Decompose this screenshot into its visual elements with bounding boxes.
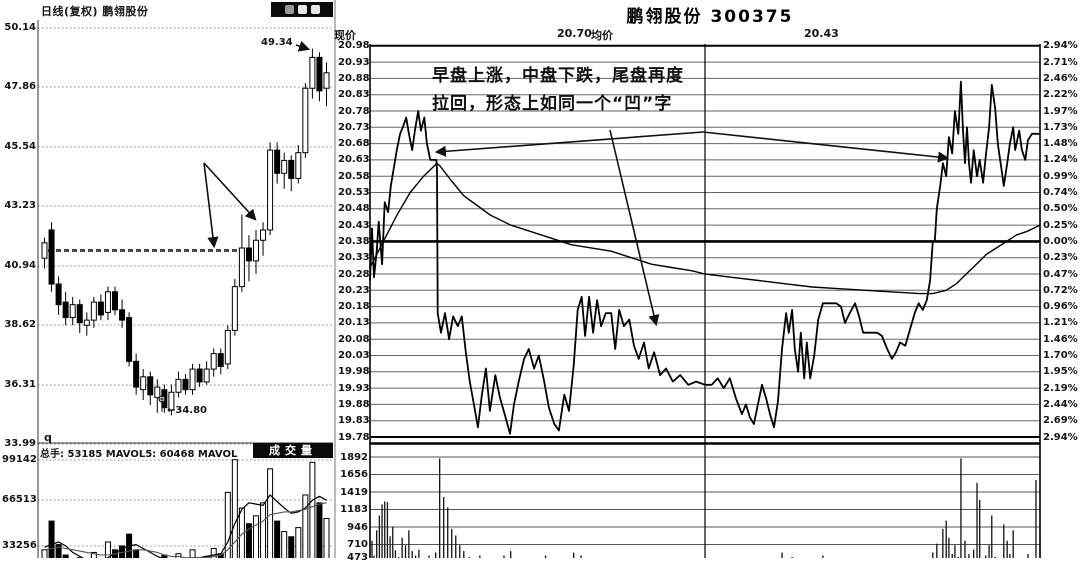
intraday-price-tick: 20.53	[338, 187, 368, 198]
intraday-pct-tick: 0.50%	[1043, 203, 1083, 214]
intraday-pct-tick: 2.94%	[1043, 40, 1083, 51]
intraday-price-tick: 20.73	[338, 122, 368, 133]
volume-indicator-header: 总手: 53185 MAVOL5: 60468 MAVOL	[40, 445, 237, 460]
intraday-price-tick: 20.48	[338, 203, 368, 214]
avg-price-label: 均价	[591, 27, 613, 43]
toolbar-icon[interactable]	[311, 5, 320, 14]
intraday-pct-tick: 2.44%	[1043, 399, 1083, 410]
left-volume-tick: 99142	[2, 454, 36, 465]
toolbar-icon[interactable]	[285, 5, 294, 14]
stock-title: 鹏翎股份 300375	[336, 2, 1084, 27]
intraday-price-tick: 20.58	[338, 171, 368, 182]
scan-artifact-mark: q	[44, 431, 52, 444]
intraday-price-tick: 19.83	[338, 415, 368, 426]
intraday-pct-tick: 0.99%	[1043, 171, 1083, 182]
left-price-tick: 36.31	[2, 379, 36, 390]
intraday-pct-tick: 2.19%	[1043, 383, 1083, 394]
intraday-pct-tick: 0.74%	[1043, 187, 1083, 198]
intraday-volume-tick: 710	[338, 539, 368, 550]
intraday-price-tick: 20.43	[338, 220, 368, 231]
intraday-price-tick: 20.68	[338, 138, 368, 149]
avg-price-value: 20.43	[804, 27, 839, 40]
high-price-annotation: 49.34	[261, 37, 293, 48]
intraday-price-tick: 20.93	[338, 57, 368, 68]
intraday-volume-tick: 1419	[338, 487, 368, 498]
intraday-pct-tick: 2.46%	[1043, 73, 1083, 84]
left-price-tick: 43.23	[2, 200, 36, 211]
intraday-pct-tick: 0.96%	[1043, 301, 1083, 312]
intraday-price-tick: 19.98	[338, 366, 368, 377]
left-price-tick: 50.14	[2, 22, 36, 33]
intraday-price-tick: 20.23	[338, 285, 368, 296]
intraday-price-tick: 19.93	[338, 383, 368, 394]
intraday-price-tick: 20.83	[338, 89, 368, 100]
left-price-tick: 40.94	[2, 260, 36, 271]
intraday-price-tick: 20.28	[338, 269, 368, 280]
low-price-annotation: ←34.80	[167, 405, 207, 416]
intraday-volume-tick: 946	[338, 522, 368, 533]
annotation-line-2: 拉回，形态上如同一个“凹”字	[432, 90, 684, 118]
intraday-pct-tick: 0.47%	[1043, 269, 1083, 280]
left-price-tick: 33.99	[2, 438, 36, 449]
left-price-tick: 47.86	[2, 81, 36, 92]
intraday-pct-tick: 2.94%	[1043, 432, 1083, 443]
intraday-pct-tick: 1.24%	[1043, 154, 1083, 165]
pattern-annotation: 早盘上涨，中盘下跌，尾盘再度 拉回，形态上如同一个“凹”字	[432, 62, 684, 118]
left-chart-title: 日线(复权) 鹏翎股份	[41, 3, 148, 19]
intraday-price-tick: 20.88	[338, 73, 368, 84]
annotation-line-1: 早盘上涨，中盘下跌，尾盘再度	[432, 62, 684, 90]
intraday-pct-tick: 1.48%	[1043, 138, 1083, 149]
intraday-price-tick: 20.63	[338, 154, 368, 165]
intraday-pct-tick: 1.21%	[1043, 317, 1083, 328]
intraday-volume-tick: 1656	[338, 469, 368, 480]
intraday-pct-tick: 0.72%	[1043, 285, 1083, 296]
intraday-pct-tick: 1.70%	[1043, 350, 1083, 361]
left-volume-tick: 66513	[2, 494, 36, 505]
intraday-price-tick: 20.03	[338, 350, 368, 361]
toolbar-icon[interactable]	[298, 5, 307, 14]
volume-tab-badge[interactable]: 成交量	[253, 443, 333, 458]
intraday-price-tick: 20.78	[338, 106, 368, 117]
intraday-volume-tick: 1892	[338, 452, 368, 463]
intraday-pct-tick: 2.71%	[1043, 57, 1083, 68]
mini-toolbar-badge[interactable]	[271, 2, 333, 17]
now-price-value: 20.70	[557, 27, 592, 40]
intraday-price-tick: 20.08	[338, 334, 368, 345]
intraday-pct-tick: 1.95%	[1043, 366, 1083, 377]
intraday-price-tick: 20.38	[338, 236, 368, 247]
intraday-volume-tick: 1183	[338, 504, 368, 515]
intraday-price-tick: 20.98	[338, 40, 368, 51]
intraday-price-tick: 20.13	[338, 317, 368, 328]
intraday-price-tick: 19.78	[338, 432, 368, 443]
left-price-tick: 45.54	[2, 141, 36, 152]
intraday-price-tick: 20.18	[338, 301, 368, 312]
intraday-pct-tick: 0.25%	[1043, 220, 1083, 231]
left-price-tick: 38.62	[2, 319, 36, 330]
intraday-price-tick: 19.88	[338, 399, 368, 410]
intraday-pct-tick: 0.00%	[1043, 236, 1083, 247]
intraday-pct-tick: 2.22%	[1043, 89, 1083, 100]
intraday-pct-tick: 2.69%	[1043, 415, 1083, 426]
intraday-pct-tick: 1.97%	[1043, 106, 1083, 117]
intraday-price-tick: 20.33	[338, 252, 368, 263]
intraday-volume-tick: 473	[338, 552, 368, 563]
left-volume-tick: 33256	[2, 540, 36, 551]
intraday-pct-tick: 0.23%	[1043, 252, 1083, 263]
intraday-pct-tick: 1.73%	[1043, 122, 1083, 133]
intraday-pct-tick: 1.46%	[1043, 334, 1083, 345]
